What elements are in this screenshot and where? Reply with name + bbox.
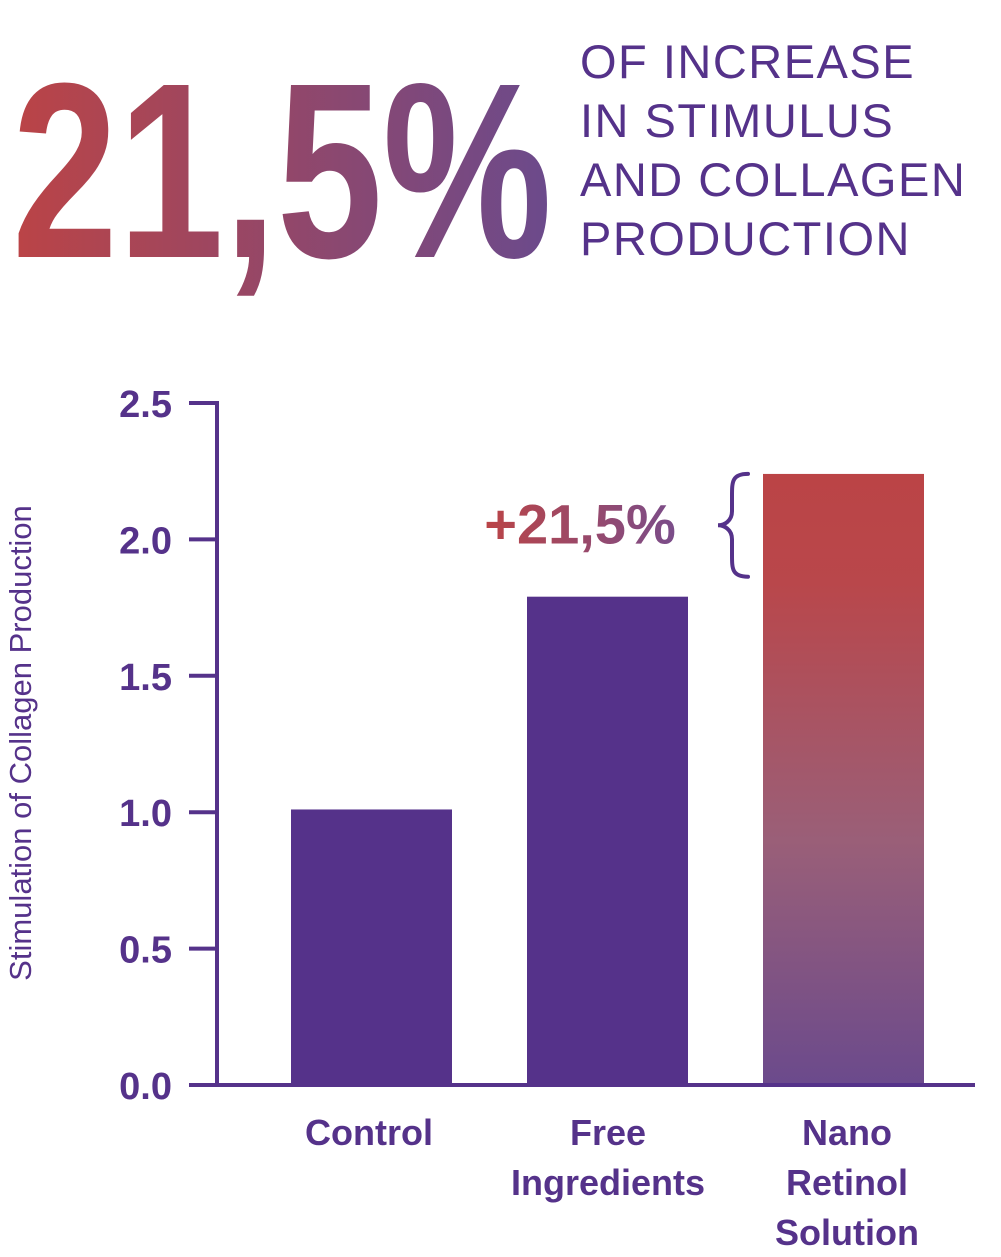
caption-line-1: OF INCREASE: [580, 35, 915, 88]
x-tick-label: Control: [305, 1112, 433, 1153]
annotation-label: +21,5%: [484, 492, 676, 555]
bar-0: [291, 809, 452, 1085]
x-tick-label: Solution: [775, 1212, 919, 1253]
headline-graphic: 21,5% OF INCREASE IN STIMULUS AND COLLAG…: [12, 31, 966, 310]
x-tick-label: Nano: [802, 1112, 892, 1153]
big-percentage: 21,5%: [12, 31, 552, 310]
x-axis-labels: Control Free Ingredients Nano Retinol Solutio…: [305, 1112, 919, 1253]
x-tick-label: Free: [570, 1112, 646, 1153]
caption-line-4: PRODUCTION: [580, 212, 911, 265]
headline: 21,5% OF INCREASE IN STIMULUS AND COLLAG…: [0, 0, 1001, 310]
caption-line-2: IN STIMULUS: [580, 94, 894, 147]
y-axis-ticks: 0.0 0.5 1.0 1.5 2.0 2.5: [119, 384, 217, 1108]
y-axis-title: Stimulation of Collagen Production: [3, 505, 38, 981]
y-tick-label: 1.5: [119, 657, 172, 699]
y-tick-label: 1.0: [119, 793, 172, 835]
x-tick-label: Ingredients: [511, 1162, 705, 1203]
caption-line-3: AND COLLAGEN: [580, 153, 966, 206]
y-tick-label: 2.5: [119, 384, 172, 426]
bars: [291, 473, 924, 1086]
x-tick-label: Retinol: [786, 1162, 908, 1203]
y-tick-label: 2.0: [119, 520, 172, 562]
bar-1: [527, 596, 688, 1085]
annotation-brace: [717, 471, 750, 579]
y-tick-label: 0.5: [119, 930, 172, 972]
bar-2: [763, 473, 924, 1086]
y-tick-label: 0.0: [119, 1066, 172, 1108]
